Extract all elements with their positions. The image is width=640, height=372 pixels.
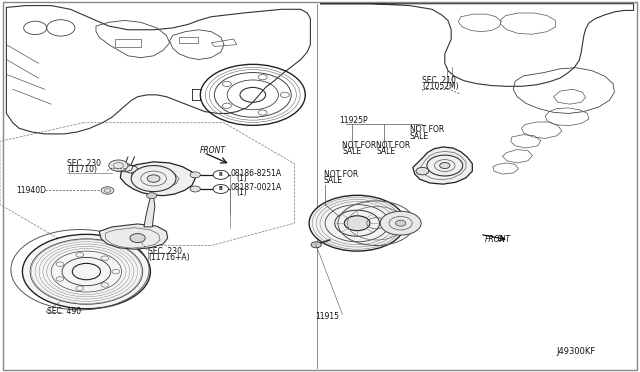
Text: (1): (1) bbox=[237, 188, 248, 197]
Circle shape bbox=[190, 186, 200, 192]
Text: FRONT: FRONT bbox=[485, 235, 511, 244]
Circle shape bbox=[147, 193, 157, 199]
Text: 11940D: 11940D bbox=[16, 186, 46, 195]
Circle shape bbox=[131, 166, 176, 192]
Circle shape bbox=[130, 234, 145, 243]
Text: B: B bbox=[219, 186, 223, 192]
Text: R: R bbox=[219, 172, 223, 177]
Circle shape bbox=[427, 155, 463, 176]
Text: (21052M): (21052M) bbox=[422, 82, 459, 91]
Text: SEC. 490: SEC. 490 bbox=[47, 307, 81, 316]
Circle shape bbox=[344, 216, 370, 231]
Polygon shape bbox=[112, 164, 133, 172]
Text: SEC. 210: SEC. 210 bbox=[422, 76, 456, 85]
Text: J49300KF: J49300KF bbox=[557, 347, 596, 356]
Text: FRONT: FRONT bbox=[200, 146, 226, 155]
Text: SEC. 230: SEC. 230 bbox=[148, 247, 182, 256]
Polygon shape bbox=[144, 197, 155, 227]
Circle shape bbox=[396, 220, 406, 226]
Circle shape bbox=[440, 163, 450, 169]
Text: 11925P: 11925P bbox=[339, 116, 368, 125]
Text: NOT FOR: NOT FOR bbox=[324, 170, 358, 179]
Circle shape bbox=[22, 234, 150, 309]
Text: SEC. 230: SEC. 230 bbox=[67, 159, 101, 168]
Circle shape bbox=[416, 167, 429, 175]
Circle shape bbox=[311, 242, 321, 248]
Circle shape bbox=[213, 170, 228, 179]
Circle shape bbox=[101, 187, 114, 194]
Text: (11710): (11710) bbox=[67, 165, 97, 174]
Text: (1): (1) bbox=[237, 174, 248, 183]
Polygon shape bbox=[120, 162, 195, 196]
Circle shape bbox=[190, 172, 200, 178]
Text: SALE: SALE bbox=[410, 132, 429, 141]
Text: 11915: 11915 bbox=[316, 312, 339, 321]
Text: 08186-8251A: 08186-8251A bbox=[230, 169, 282, 178]
Text: SALE: SALE bbox=[324, 176, 343, 185]
Text: SALE: SALE bbox=[376, 147, 396, 156]
Text: NOT FOR: NOT FOR bbox=[410, 125, 444, 134]
Polygon shape bbox=[413, 147, 472, 184]
Circle shape bbox=[380, 211, 421, 235]
Circle shape bbox=[309, 195, 405, 251]
Text: SALE: SALE bbox=[342, 147, 362, 156]
Text: (11716+A): (11716+A) bbox=[148, 253, 190, 262]
Circle shape bbox=[213, 185, 228, 193]
Text: NOT FOR: NOT FOR bbox=[376, 141, 411, 150]
Text: NOT FOR: NOT FOR bbox=[342, 141, 377, 150]
Circle shape bbox=[147, 175, 160, 182]
Text: 08187-0021A: 08187-0021A bbox=[230, 183, 282, 192]
Circle shape bbox=[109, 160, 128, 171]
Polygon shape bbox=[99, 224, 168, 249]
